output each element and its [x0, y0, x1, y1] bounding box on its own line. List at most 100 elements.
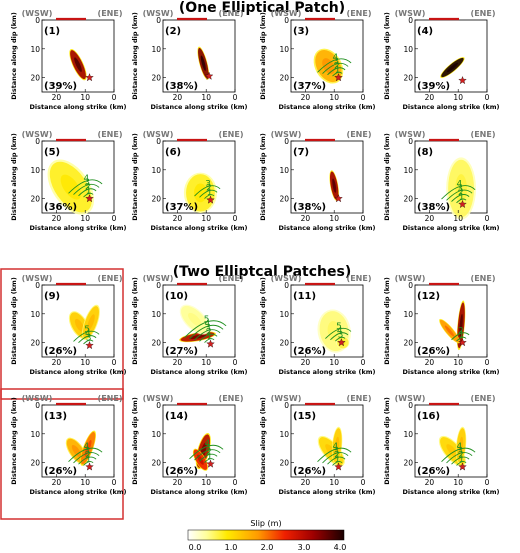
y-tick-label: 20	[279, 195, 289, 204]
colorbar-tick: 3.0	[298, 543, 311, 552]
hypocenter-star	[206, 195, 215, 204]
slip-patch-core	[446, 444, 459, 459]
y-tick-label: 10	[403, 430, 413, 439]
panel-label: (16)	[417, 411, 440, 422]
contour-label: 1	[459, 455, 465, 465]
direction-label-left: (WSW)	[271, 274, 302, 283]
x-axis-label: Distance along strike (km)	[402, 224, 499, 232]
panel-percent: (38%)	[293, 202, 326, 213]
rupture-contour	[199, 453, 218, 462]
slip-patch-core	[335, 436, 340, 454]
x-tick-label: 0	[485, 214, 490, 223]
contour-label: 3	[333, 57, 339, 67]
y-axis-label: Distance along dip (km)	[10, 12, 18, 100]
x-tick-label: 10	[453, 214, 463, 223]
panel-percent: (37%)	[293, 81, 326, 92]
direction-label-left: (WSW)	[395, 9, 426, 18]
y-axis-label: Distance along dip (km)	[259, 397, 267, 485]
panel-label: (3)	[293, 26, 309, 37]
x-tick-label: 20	[425, 478, 435, 487]
direction-label-right: (ENE)	[347, 9, 372, 18]
x-tick-label: 10	[453, 358, 463, 367]
x-tick-label: 20	[52, 93, 62, 102]
panel-label: (8)	[417, 147, 433, 158]
y-tick-label: 20	[151, 195, 161, 204]
contour-label: 5	[336, 322, 342, 332]
x-tick-label: 0	[361, 214, 366, 223]
rupture-contour	[83, 339, 94, 345]
rupture-contour	[332, 71, 343, 77]
panel-label: (1)	[44, 26, 60, 37]
y-axis-label: Distance along dip (km)	[383, 277, 391, 365]
hypocenter-star	[334, 194, 343, 203]
panel-percent: (26%)	[293, 346, 326, 357]
panel-percent: (38%)	[165, 81, 198, 92]
panel-percent: (26%)	[44, 346, 77, 357]
x-tick-label: 10	[80, 358, 90, 367]
rupture-contour	[78, 188, 97, 197]
y-tick-label: 0	[284, 281, 289, 290]
y-tick-label: 20	[151, 339, 161, 348]
x-tick-label: 20	[425, 358, 435, 367]
y-tick-label: 0	[284, 137, 289, 146]
slip-patch-core	[71, 444, 82, 458]
slip-patch-core	[187, 312, 202, 327]
x-tick-label: 10	[329, 93, 339, 102]
contour-label: 1	[335, 455, 341, 465]
y-tick-label: 10	[279, 310, 289, 319]
hypocenter-star	[337, 338, 346, 347]
panel-percent: (39%)	[44, 81, 77, 92]
x-tick-label: 10	[329, 214, 339, 223]
hypocenter-star	[85, 73, 94, 82]
contour-label: 4	[457, 180, 463, 190]
y-axis-label: Distance along dip (km)	[383, 12, 391, 100]
contour-label: 4	[84, 174, 90, 184]
panel-label: (13)	[44, 411, 67, 422]
direction-label-right: (ENE)	[98, 274, 123, 283]
hypocenter-star	[85, 462, 94, 471]
y-tick-label: 10	[403, 310, 413, 319]
slip-patch-core	[197, 454, 204, 465]
x-tick-label: 10	[453, 478, 463, 487]
x-tick-label: 0	[233, 93, 238, 102]
contour-label: 2	[458, 451, 464, 461]
x-axis-label: Distance along strike (km)	[402, 488, 499, 496]
direction-label-left: (WSW)	[22, 9, 53, 18]
x-axis-label: Distance along strike (km)	[150, 368, 247, 376]
y-tick-label: 20	[30, 195, 40, 204]
x-axis-label: Distance along strike (km)	[402, 368, 499, 376]
y-tick-label: 0	[284, 16, 289, 25]
panel-percent: (26%)	[417, 346, 450, 357]
y-tick-label: 10	[151, 166, 161, 175]
contour-label: 1	[459, 331, 465, 341]
contour-label: 5	[204, 315, 210, 325]
contour-label: 1	[207, 332, 213, 342]
y-axis-label: Distance along dip (km)	[259, 133, 267, 221]
y-axis-label: Distance along dip (km)	[131, 133, 139, 221]
contour-label: 1	[459, 192, 465, 202]
panel-percent: (26%)	[293, 466, 326, 477]
y-tick-label: 20	[403, 195, 413, 204]
panel-percent: (36%)	[44, 202, 77, 213]
y-tick-label: 0	[35, 16, 40, 25]
contour-label: 3	[84, 446, 90, 456]
contour-label: 4	[205, 439, 211, 449]
rupture-contour	[199, 189, 218, 198]
colorbar-tick: 4.0	[334, 543, 347, 552]
hypocenter-star	[458, 462, 467, 471]
rupture-contour	[451, 456, 470, 465]
rupture-contour	[335, 336, 346, 342]
x-axis-label: Distance along strike (km)	[150, 224, 247, 232]
direction-label-left: (WSW)	[395, 130, 426, 139]
y-axis-label: Distance along dip (km)	[131, 12, 139, 100]
panel-percent: (37%)	[165, 202, 198, 213]
y-tick-label: 10	[151, 310, 161, 319]
y-tick-label: 0	[35, 401, 40, 410]
y-tick-label: 0	[35, 137, 40, 146]
